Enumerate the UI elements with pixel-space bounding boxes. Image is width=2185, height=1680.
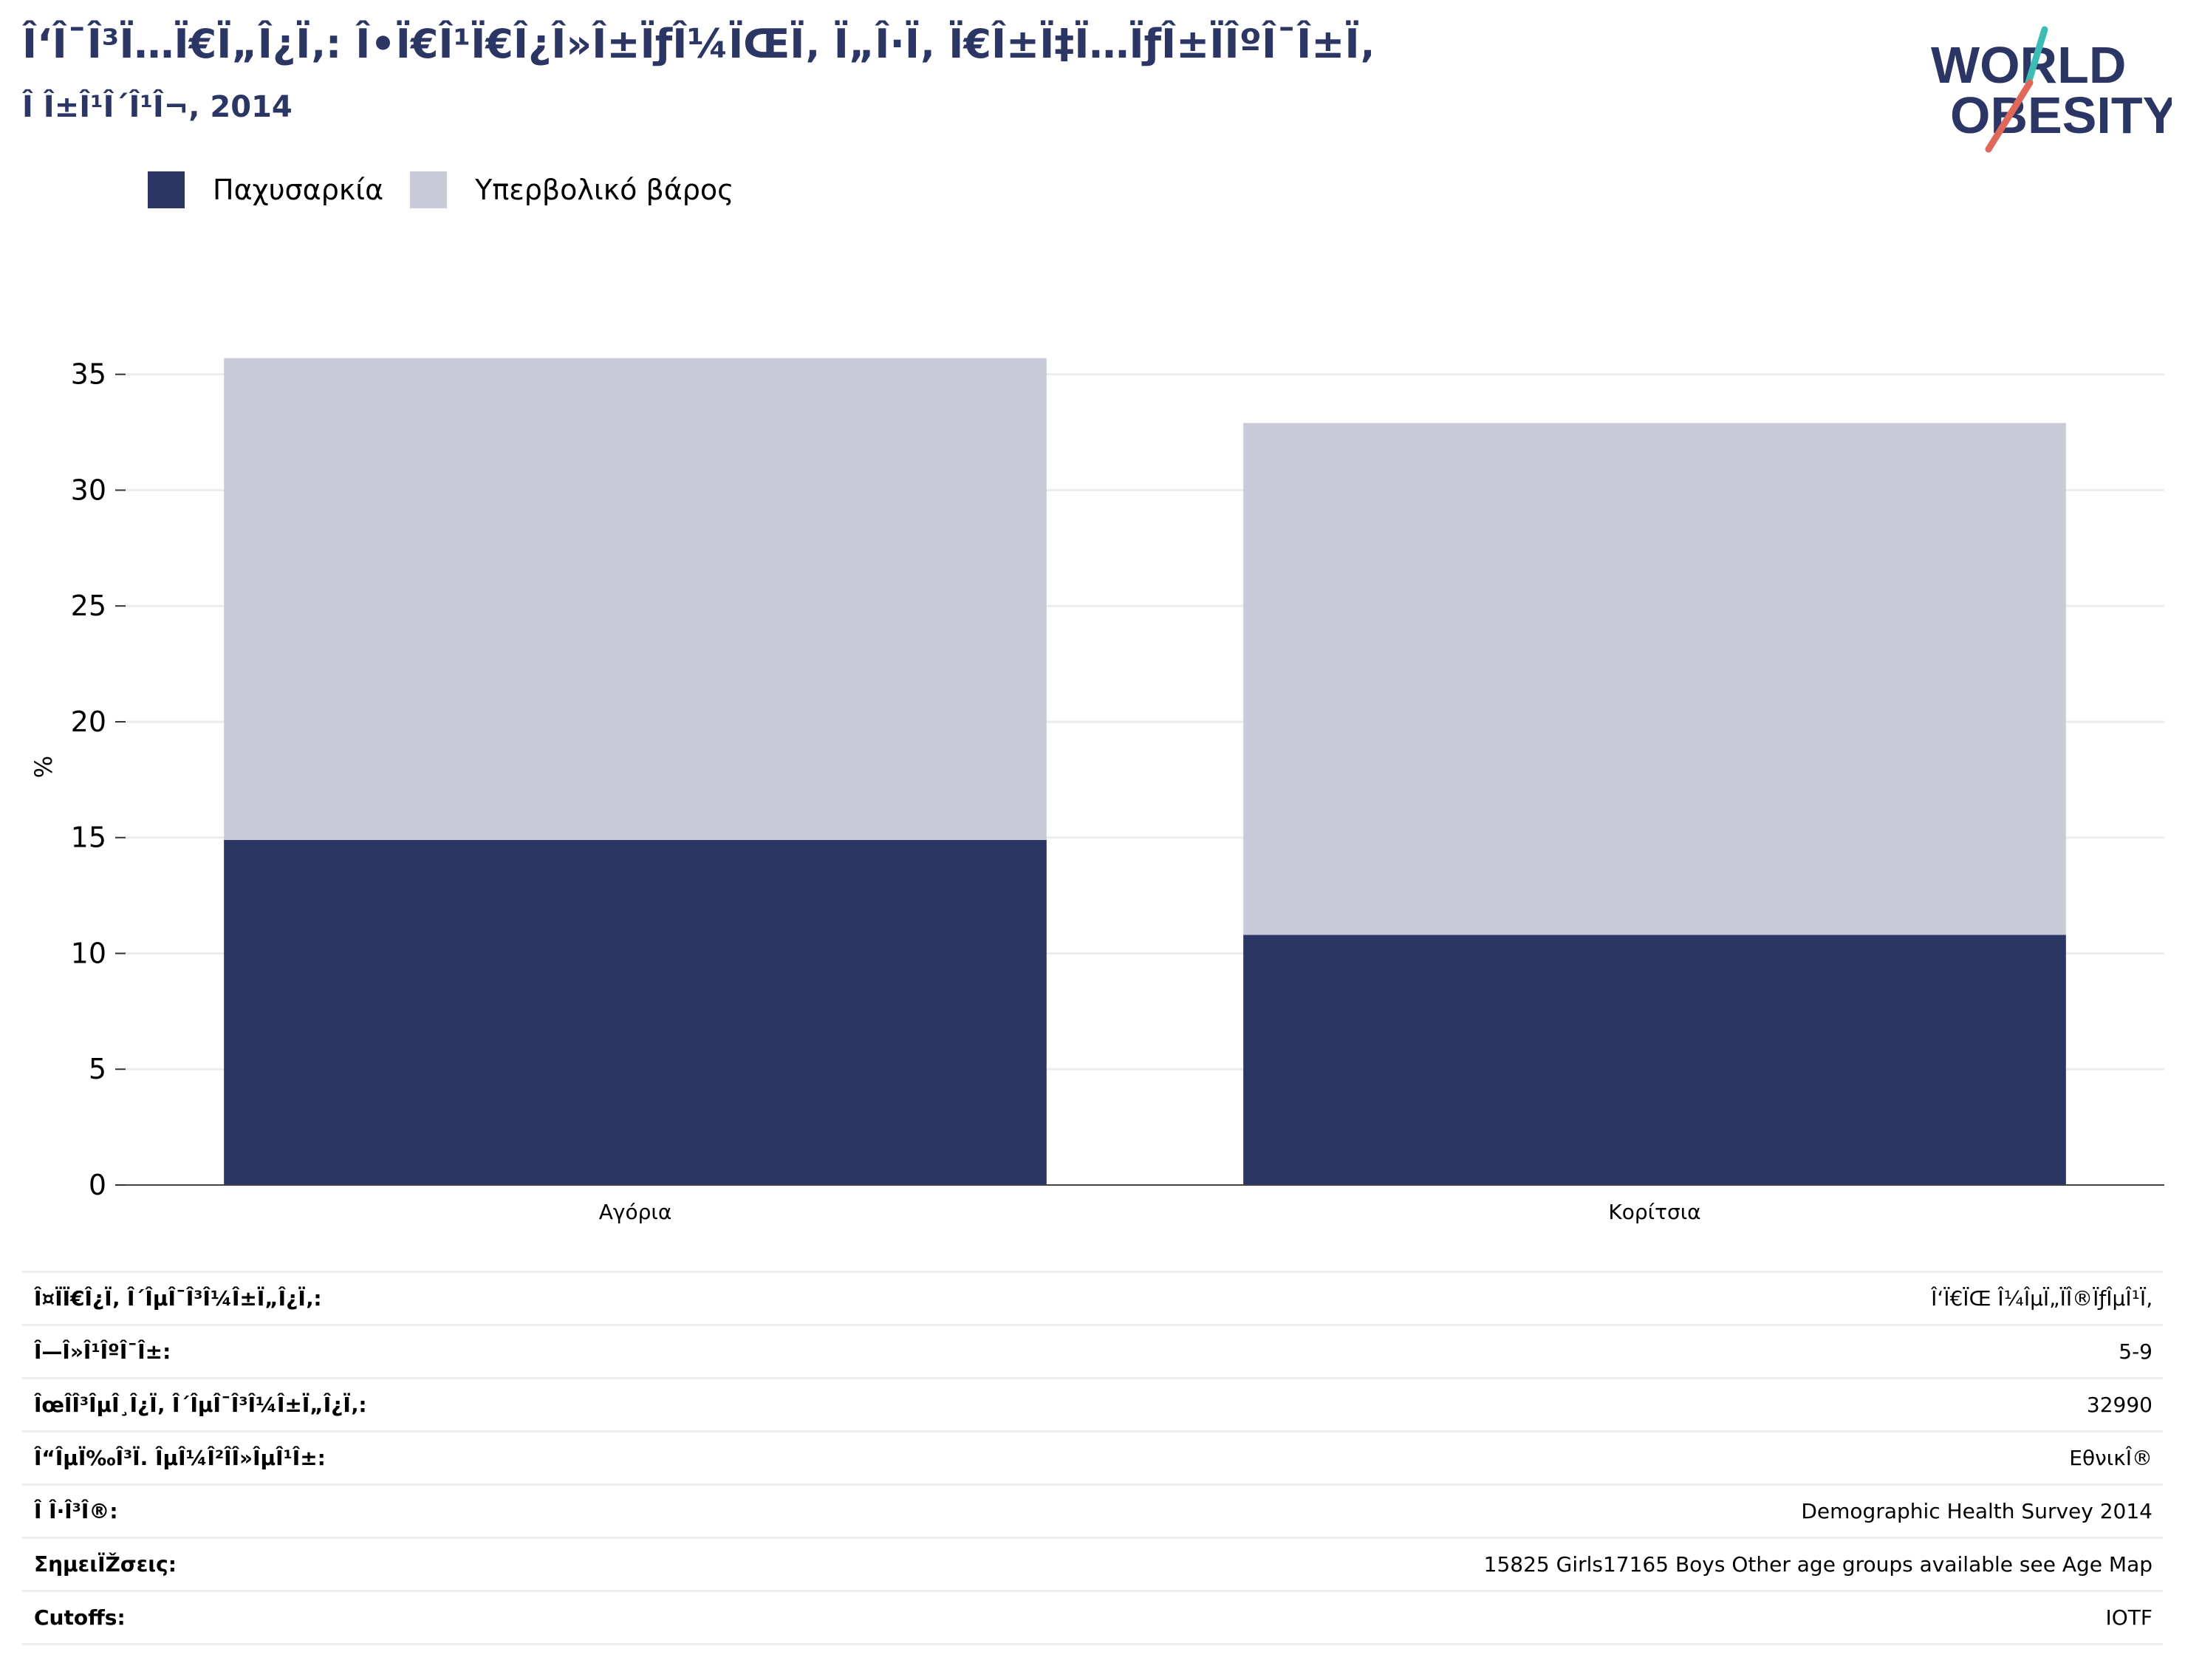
legend-swatch-obesity	[148, 171, 185, 208]
bar-overweight-1	[1243, 423, 2066, 935]
meta-label: ÎœÎ­Î³ÎµÎ¸Î¿Ï‚ Î´ÎµÎ¯Î³Î¼Î±Ï„Î¿Ï‚:	[34, 1393, 367, 1417]
legend-item-overweight[interactable]: Υπερβολικό βάρος	[410, 171, 734, 208]
logo-slash-teal	[2025, 26, 2048, 86]
chart-subtitle: Î Î±Î¹Î´Î¹Î¬, 2014	[22, 90, 293, 124]
metadata-table: Î¤ÏÏ€Î¿Ï‚ Î´ÎµÎ¯Î³Î¼Î±Ï„Î¿Ï‚: Î‘Ï€ÏŒ Î¼Îµ…	[22, 1271, 2163, 1645]
logo-slash-red	[1985, 79, 2034, 153]
y-tick-label: 15	[71, 822, 106, 854]
x-tick-label: Αγόρια	[599, 1200, 672, 1224]
meta-label: ΣημειÏŽσεις:	[34, 1552, 177, 1577]
meta-row: Î—Î»Î¹ÎºÎ¯Î±: 5-9	[22, 1326, 2163, 1379]
chart-title: Î‘Î¯Î³Ï…Ï€Ï„Î¿Ï‚: Î•Ï€Î¹Ï€Î¿Î»Î±ÏƒÎ¼ÏŒÏ‚…	[22, 21, 1375, 67]
meta-row: ΣημειÏŽσεις: 15825 Girls17165 Boys Other …	[22, 1539, 2163, 1592]
meta-value: Î‘Ï€ÏŒ Î¼ÎµÏ„ÏÎ®ÏƒÎµÎ¹Ï‚	[1931, 1286, 2152, 1311]
stacked-bar-chart: 0 5 10 15 20 25 30 35% Αγόρια Κορίτσια	[30, 358, 2164, 1224]
meta-value: 32990	[2086, 1393, 2152, 1417]
meta-label: Î—Î»Î¹ÎºÎ¯Î±:	[34, 1339, 171, 1364]
meta-row: ÎœÎ­Î³ÎµÎ¸Î¿Ï‚ Î´ÎµÎ¯Î³Î¼Î±Ï„Î¿Ï‚: 32990	[22, 1379, 2163, 1433]
y-tick-label: 35	[71, 358, 106, 391]
meta-value: 15825 Girls17165 Boys Other age groups a…	[1483, 1552, 2152, 1577]
meta-value: IOTF	[2105, 1605, 2152, 1630]
y-tick-label: 20	[71, 706, 106, 738]
y-tick-label: 10	[71, 937, 106, 969]
meta-label: Î Î·Î³Î®:	[34, 1499, 118, 1523]
y-tick-label: 0	[89, 1169, 106, 1201]
y-axis-label: %	[30, 756, 58, 778]
meta-row: Î“ÎµÏ‰Î³Ï. ÎµÎ¼Î²Î­Î»ÎµÎ¹Î±: EθνικÎ®	[22, 1433, 2163, 1486]
legend-label-obesity: Παχυσαρκία	[213, 174, 384, 206]
meta-value: EθνικÎ®	[2069, 1446, 2152, 1470]
y-tick-label: 5	[89, 1053, 106, 1085]
meta-label: Î¤ÏÏ€Î¿Ï‚ Î´ÎµÎ¯Î³Î¼Î±Ï„Î¿Ï‚:	[34, 1286, 322, 1311]
world-obesity-logo: WORLD OBESITY	[1931, 26, 2172, 153]
legend-item-obesity[interactable]: Παχυσαρκία	[148, 171, 383, 208]
meta-row: Cutoffs: IOTF	[22, 1592, 2163, 1645]
meta-row: Î¤ÏÏ€Î¿Ï‚ Î´ÎµÎ¯Î³Î¼Î±Ï„Î¿Ï‚: Î‘Ï€ÏŒ Î¼Îµ…	[22, 1273, 2163, 1326]
logo-text-obesity: OBESITY	[1950, 86, 2172, 144]
bar-overweight-0	[224, 358, 1047, 840]
x-tick-label: Κορίτσια	[1608, 1200, 1700, 1224]
y-tick-label: 30	[71, 474, 106, 506]
meta-label: Cutoffs:	[34, 1605, 126, 1630]
meta-row: Î Î·Î³Î®: Demographic Health Survey 2014	[22, 1486, 2163, 1539]
legend-label-overweight: Υπερβολικό βάρος	[475, 174, 734, 206]
meta-value: Demographic Health Survey 2014	[1801, 1499, 2152, 1523]
bar-obesity-0	[224, 839, 1047, 1185]
meta-value: 5-9	[2119, 1339, 2152, 1364]
bar-obesity-1	[1243, 935, 2066, 1185]
legend-swatch-overweight	[410, 171, 448, 208]
chart-legend: Παχυσαρκία Υπερβολικό βάρος	[148, 171, 760, 208]
y-tick-label: 25	[71, 590, 106, 622]
meta-label: Î“ÎµÏ‰Î³Ï. ÎµÎ¼Î²Î­Î»ÎµÎ¹Î±:	[34, 1446, 326, 1470]
